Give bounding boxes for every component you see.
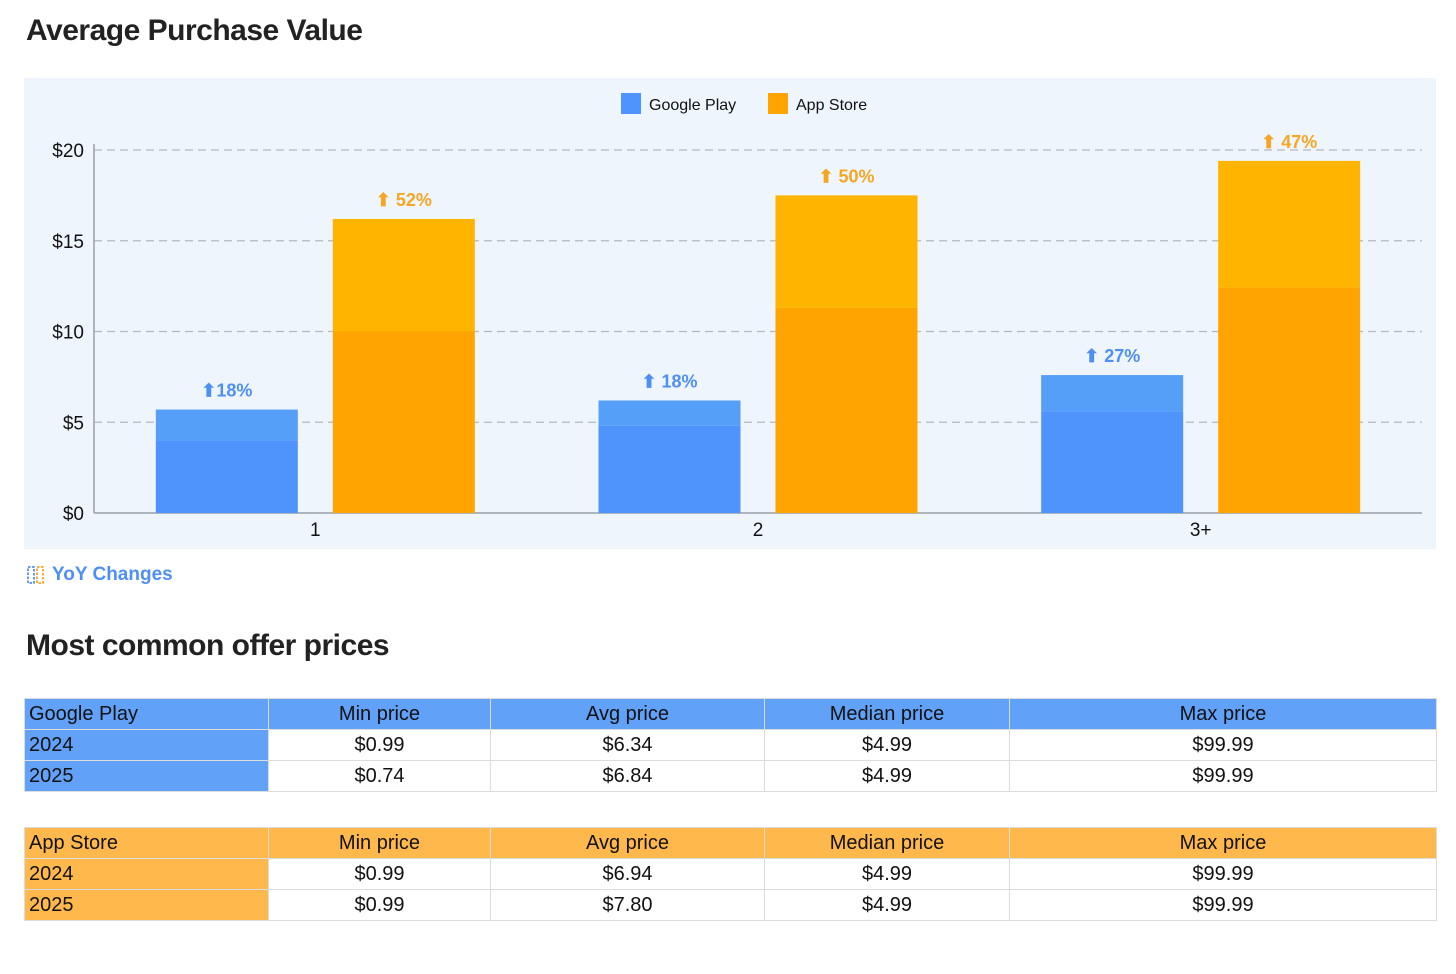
table-header-row: App Store Min price Avg price Median pri… — [24, 827, 1437, 859]
max-price-cell: $99.99 — [1009, 760, 1437, 792]
median-price-cell: $4.99 — [764, 729, 1010, 761]
y-tick-label: $0 — [63, 504, 84, 525]
median-price-cell: $4.99 — [764, 889, 1010, 921]
x-tick-label: 3+ — [1190, 520, 1212, 541]
bar-google-play-2025 — [155, 409, 298, 441]
bar-app-store-2025 — [1218, 160, 1361, 288]
column-header: Max price — [1009, 827, 1437, 859]
min-price-cell: $0.99 — [268, 729, 491, 761]
chart-section-title: Average Purchase Value — [26, 14, 363, 47]
table-row: 2025 $0.74 $6.84 $4.99 $99.99 — [24, 760, 1437, 792]
bar-google-play-2024 — [155, 440, 298, 513]
row-year: 2024 — [24, 729, 269, 761]
min-price-cell: $0.99 — [268, 858, 491, 890]
table-header-row: Google Play Min price Avg price Median p… — [24, 698, 1437, 730]
bar-app-store-2024 — [332, 331, 475, 513]
table-row: 2024 $0.99 $6.34 $4.99 $99.99 — [24, 729, 1437, 761]
chart-panel: $0 $5 $10 $15 $20 Google Play App Store ⬆18% ⬆ 5… — [24, 78, 1436, 549]
bar-google-play-2025 — [598, 400, 741, 426]
change-label-google-play: ⬆ 18% — [641, 371, 697, 391]
change-label-app-store: ⬆ 47% — [1261, 132, 1317, 152]
max-price-cell: $99.99 — [1009, 729, 1437, 761]
yoy-changes-label: YoY Changes — [52, 564, 173, 585]
min-price-cell: $0.74 — [268, 760, 491, 792]
column-header: Median price — [764, 827, 1010, 859]
avg-price-cell: $6.94 — [490, 858, 765, 890]
table-store-name: Google Play — [24, 698, 269, 730]
column-header: Max price — [1009, 698, 1437, 730]
y-tick-label: $20 — [52, 141, 84, 162]
avg-price-cell: $7.80 — [490, 889, 765, 921]
x-tick-label: 1 — [310, 520, 321, 541]
legend-label: Google Play — [649, 97, 736, 114]
min-price-cell: $0.99 — [268, 889, 491, 921]
legend-label: App Store — [796, 97, 867, 114]
bar-app-store-2024 — [1218, 287, 1361, 513]
row-year: 2025 — [24, 760, 269, 792]
max-price-cell: $99.99 — [1009, 889, 1437, 921]
x-tick-label: 2 — [753, 520, 764, 541]
column-header: Avg price — [490, 698, 765, 730]
row-year: 2025 — [24, 889, 269, 921]
median-price-cell: $4.99 — [764, 760, 1010, 792]
app-store-price-table: App Store Min price Avg price Median pri… — [24, 827, 1437, 921]
y-tick-label: $10 — [52, 323, 84, 344]
y-tick-label: $15 — [52, 232, 84, 253]
max-price-cell: $99.99 — [1009, 858, 1437, 890]
avg-price-cell: $6.34 — [490, 729, 765, 761]
column-header: Median price — [764, 698, 1010, 730]
legend-swatch-google-play — [621, 93, 641, 114]
legend-swatch-app-store — [768, 93, 788, 114]
google-play-price-table: Google Play Min price Avg price Median p… — [24, 698, 1437, 792]
median-price-cell: $4.99 — [764, 858, 1010, 890]
change-label-google-play: ⬆ 27% — [1084, 346, 1140, 366]
row-year: 2024 — [24, 858, 269, 890]
bar-app-store-2025 — [775, 195, 918, 308]
table-store-name: App Store — [24, 827, 269, 859]
table-section-title: Most common offer prices — [26, 629, 390, 662]
change-label-app-store: ⬆ 50% — [818, 166, 874, 186]
bar-chart: $0 $5 $10 $15 $20 Google Play App Store ⬆18% ⬆ 5… — [52, 93, 1422, 541]
column-header: Avg price — [490, 827, 765, 859]
column-header: Min price — [268, 698, 491, 730]
column-header: Min price — [268, 827, 491, 859]
bar-google-play-2024 — [598, 425, 741, 513]
table-row: 2024 $0.99 $6.94 $4.99 $99.99 — [24, 858, 1437, 890]
avg-price-cell: $6.84 — [490, 760, 765, 792]
chart-link-icon — [27, 566, 44, 584]
bar-app-store-2024 — [775, 307, 918, 513]
change-label-google-play: ⬆18% — [201, 381, 252, 401]
bar-google-play-2025 — [1041, 375, 1184, 412]
yoy-changes-link[interactable]: YoY Changes — [26, 562, 173, 588]
bar-google-play-2024 — [1041, 411, 1184, 513]
change-label-app-store: ⬆ 52% — [376, 190, 432, 210]
bar-app-store-2025 — [332, 218, 475, 332]
table-row: 2025 $0.99 $7.80 $4.99 $99.99 — [24, 889, 1437, 921]
y-tick-label: $5 — [63, 413, 84, 434]
